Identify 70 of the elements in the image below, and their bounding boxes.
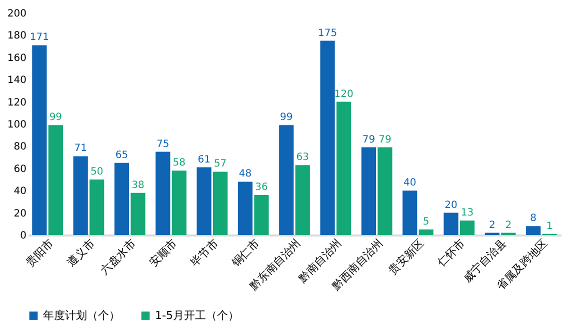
bar <box>212 172 228 235</box>
data-label: 13 <box>460 208 474 219</box>
y-tick-label: 180 <box>7 30 26 42</box>
data-label: 38 <box>132 180 144 191</box>
bar <box>172 170 186 235</box>
y-tick-label: 200 <box>7 8 26 20</box>
bar <box>254 195 269 235</box>
y-tick-label: 120 <box>7 97 26 108</box>
data-label: 40 <box>403 178 416 189</box>
x-tick-label: 六盘水市 <box>98 236 138 278</box>
bar <box>114 162 130 235</box>
bar <box>418 229 434 235</box>
bar <box>378 147 392 235</box>
y-tick-label: 80 <box>14 142 26 153</box>
y-tick-label: 40 <box>14 186 26 198</box>
data-label: 1 <box>546 220 553 232</box>
y-tick-label: 100 <box>7 120 26 130</box>
bar <box>526 226 541 235</box>
bar <box>279 125 294 235</box>
x-tick-label: 贵阳市 <box>24 236 56 270</box>
data-label: 99 <box>280 112 293 124</box>
legend-label: 1-5月开工（个） <box>155 308 239 322</box>
y-tick-label: 60 <box>14 164 26 175</box>
data-label: 71 <box>74 143 87 154</box>
bar <box>156 152 170 235</box>
bar <box>295 165 310 235</box>
bar <box>196 167 212 235</box>
data-label: 65 <box>115 150 128 161</box>
data-label: 50 <box>90 166 104 178</box>
data-label: 36 <box>255 182 268 194</box>
data-label: 63 <box>296 152 309 164</box>
bar <box>320 40 335 235</box>
x-tick-label: 仁怀市 <box>435 236 468 270</box>
bar <box>402 190 418 235</box>
bar <box>130 192 146 235</box>
data-label: 8 <box>530 213 537 224</box>
x-tick-label: 毕节市 <box>188 236 221 270</box>
data-label: 2 <box>505 220 512 231</box>
bar <box>90 180 104 235</box>
bar <box>73 156 88 235</box>
bar <box>336 102 352 235</box>
y-tick-label: 0 <box>20 230 26 242</box>
data-label: 79 <box>378 134 392 146</box>
bar <box>444 212 458 235</box>
data-label: 171 <box>30 32 49 44</box>
y-tick-label: 160 <box>7 52 26 64</box>
data-label: 20 <box>444 200 458 211</box>
x-tick-label: 遵义市 <box>64 236 98 270</box>
legend-label: 年度计划（个） <box>43 308 120 322</box>
data-label: 120 <box>334 88 354 100</box>
bar <box>48 125 63 235</box>
data-label: 175 <box>318 28 338 39</box>
data-label: 61 <box>198 154 210 166</box>
x-tick-label: 安顺市 <box>146 236 180 270</box>
data-label: 2 <box>488 220 496 231</box>
data-label: 5 <box>422 216 430 228</box>
y-tick-label: 140 <box>7 75 26 86</box>
data-label: 75 <box>156 138 170 150</box>
bar <box>32 45 47 235</box>
bar <box>361 147 376 235</box>
data-label: 57 <box>214 158 227 170</box>
data-label: 79 <box>362 134 376 146</box>
data-label: 58 <box>172 158 186 169</box>
data-label: 99 <box>49 112 62 124</box>
x-tick-label: 贵安新区 <box>386 236 426 278</box>
y-tick-label: 20 <box>14 208 26 220</box>
bar <box>238 182 253 235</box>
bar <box>460 220 475 235</box>
data-label: 48 <box>238 168 252 180</box>
x-tick-label: 铜仁市 <box>228 236 262 270</box>
